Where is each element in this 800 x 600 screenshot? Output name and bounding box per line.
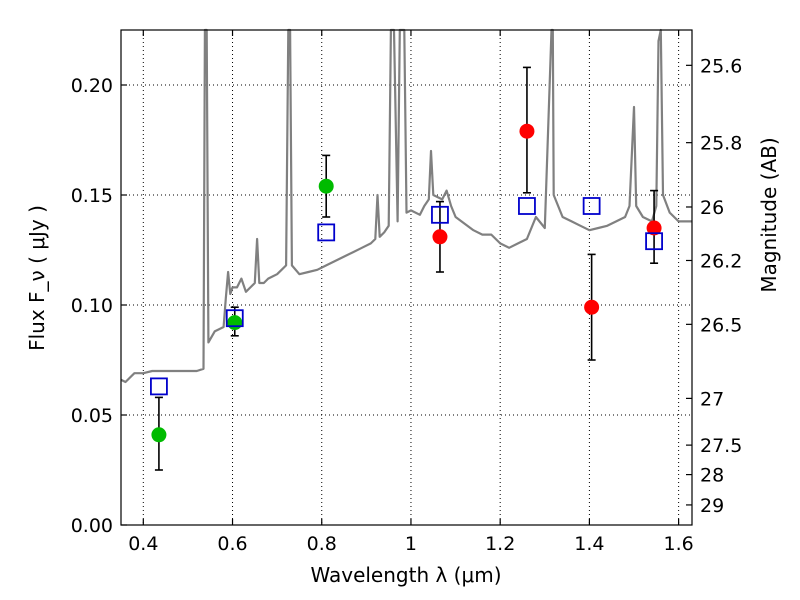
photometry-point [519,123,535,139]
photometry-point [151,427,167,443]
spectrum-line [120,28,692,384]
plot-frame [120,29,693,526]
x-tick-label: 1.6 [664,533,694,555]
model-flux-square [518,197,536,215]
y2-axis-label: Magnitude (AB) [757,137,781,292]
model-flux-square [645,232,663,251]
model-flux-square [317,223,336,242]
y2-tick-label: 27.5 [700,435,742,457]
x-axis-label: Wavelength λ (μm) [310,563,501,587]
y-tick-label: 0.10 [71,295,113,317]
photometry-point [318,178,334,194]
photometry-point [584,299,600,315]
y2-axis-ticks: 25.6 25.8 26 26.2 26.5 27 27.5 28 29 [686,55,742,517]
y2-tick-label: 28 [700,465,724,487]
model-spectrum [120,28,692,384]
y2-tick-label: 26.5 [700,314,742,336]
y-tick-label: 0.20 [71,75,113,97]
photometry-point [432,229,448,245]
y-axis-label: Flux F_ν ( μJy ) [25,205,49,351]
photometry-point [227,315,243,331]
y-tick-label: 0.00 [71,515,113,537]
x-tick-label: 1 [405,533,417,555]
model-flux-square [150,377,168,396]
x-tick-label: 1.4 [574,533,604,555]
x-tick-label: 0.4 [128,533,158,555]
x-tick-label: 1.2 [485,533,515,555]
y2-tick-label: 25.6 [700,55,742,77]
y2-tick-label: 29 [700,495,724,517]
data-points [150,123,663,443]
y-axis-ticks: 0.00 0.05 0.10 0.15 0.20 [71,75,127,537]
grid-lines [121,30,692,526]
y2-tick-label: 27 [700,388,724,410]
x-tick-label: 0.6 [217,533,247,555]
y2-tick-label: 26.2 [700,250,742,272]
model-flux-square [431,205,449,224]
y-tick-label: 0.05 [71,405,113,427]
model-flux-square [225,309,244,328]
photometry-point [646,220,662,236]
model-flux-square [582,197,601,215]
y2-tick-label: 26 [700,197,724,219]
y2-tick-label: 25.8 [700,133,742,155]
x-axis-ticks: 0.4 0.6 0.8 1 1.2 1.4 1.6 [128,30,694,555]
x-tick-label: 0.8 [307,533,337,555]
y-tick-label: 0.15 [71,185,113,207]
